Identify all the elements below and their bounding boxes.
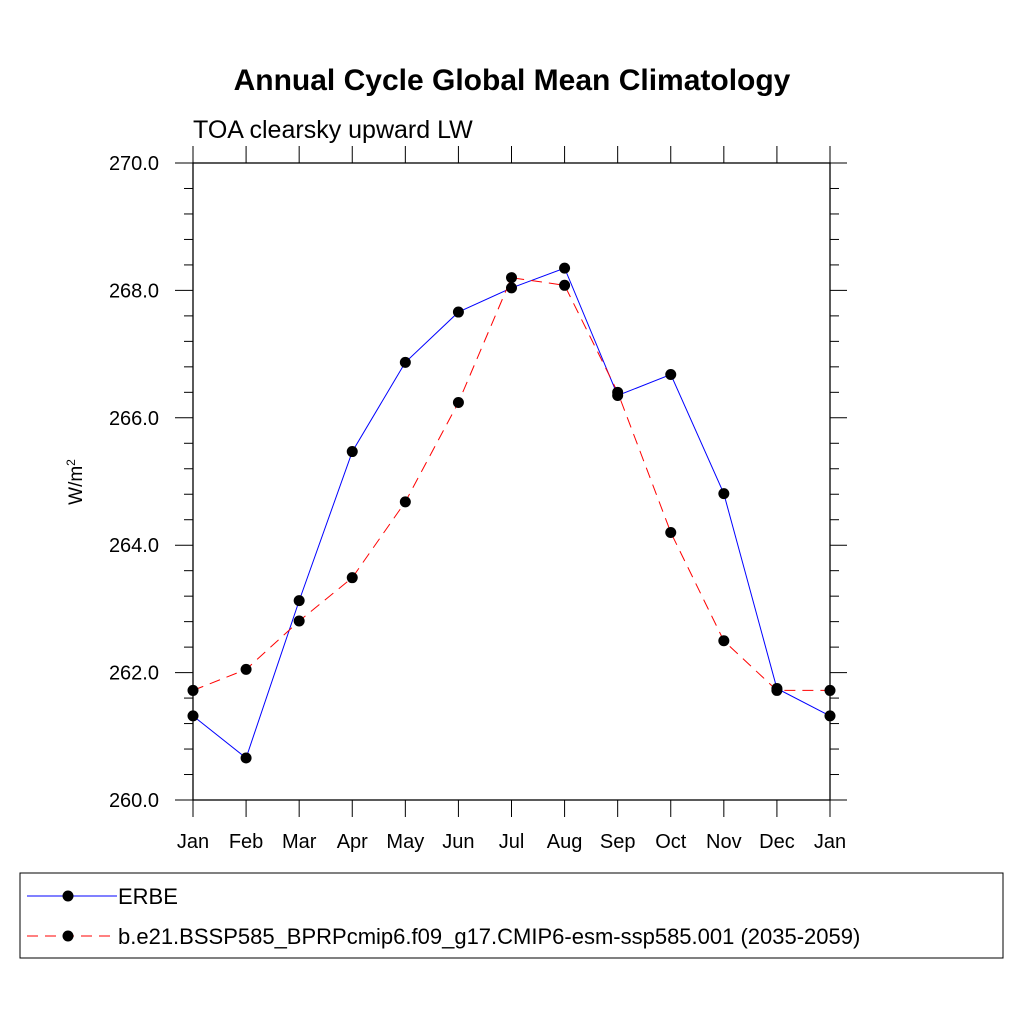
series-1-point <box>506 282 517 294</box>
svg-text:W/m2: W/m2 <box>64 459 87 505</box>
y-tick-label: 260.0 <box>109 790 159 812</box>
tick-labels: 260.0 262.0 264.0 266.0 268.0 270.0 Jan Feb Mar A… <box>109 153 846 853</box>
series-2-point <box>612 386 624 398</box>
series-2-point <box>293 615 305 627</box>
series-2-point <box>718 635 730 647</box>
legend-item-2: b.e21.BSSP585_BPRPcmip6.f09_g17.CMIP6-es… <box>27 924 860 949</box>
series-1-point <box>346 446 358 458</box>
series-line-2 <box>192 277 830 691</box>
x-tick-label: Aug <box>547 831 583 853</box>
series-1-point <box>240 752 252 764</box>
series-1-point <box>718 488 730 500</box>
series-2-point <box>452 397 464 409</box>
x-tick-label: Jun <box>442 831 474 853</box>
x-tick-label: Sep <box>600 831 636 853</box>
x-tick-label: May <box>386 831 424 853</box>
legend-marker-2 <box>62 930 74 942</box>
series-1-point <box>293 595 305 607</box>
x-tick-label: Mar <box>282 831 317 853</box>
x-tick-label: Jan <box>814 831 846 853</box>
series-1-point <box>559 262 571 274</box>
x-tick-label: Jul <box>499 831 525 853</box>
series-2-point <box>399 496 411 508</box>
legend-item-1: ERBE <box>27 884 178 909</box>
y-tick-label: 262.0 <box>109 663 159 685</box>
series-2-point <box>346 572 358 584</box>
series-line-1 <box>192 267 831 759</box>
legend-label-2: b.e21.BSSP585_BPRPcmip6.f09_g17.CMIP6-es… <box>118 924 860 949</box>
x-tick-label: Jan <box>177 831 209 853</box>
x-tick-label: Oct <box>655 831 687 853</box>
legend: ERBE b.e21.BSSP585_BPRPcmip6.f09_g17.CMI… <box>19 872 1004 959</box>
y-tick-label: 268.0 <box>109 280 159 302</box>
series-2-point <box>771 684 783 696</box>
x-tick-label: Dec <box>759 831 795 853</box>
series-1-point <box>665 368 677 380</box>
y-tick-label: 266.0 <box>109 408 159 430</box>
chart-title: Annual Cycle Global Mean Climatology <box>234 64 791 97</box>
y-tick-label: 270.0 <box>109 153 159 175</box>
y-axis-label: W/m2 <box>64 459 87 505</box>
chart-subtitle: TOA clearsky upward LW <box>193 116 473 144</box>
y-tick-label: 264.0 <box>109 535 159 557</box>
series-layer <box>187 262 836 764</box>
series-1-point <box>399 356 411 368</box>
series-1-point <box>452 306 464 318</box>
y-axis-label-superscript: 2 <box>64 459 78 466</box>
legend-marker-1 <box>62 890 74 902</box>
legend-label-1: ERBE <box>118 884 178 909</box>
plot-frame <box>192 162 831 801</box>
series-2-point <box>665 526 677 538</box>
series-2-point <box>506 272 517 284</box>
x-tick-label: Nov <box>706 831 742 853</box>
series-2-point <box>559 279 571 291</box>
axis-ticks <box>175 146 847 817</box>
legend-box <box>19 872 1004 959</box>
y-axis-label-text: W/m <box>66 466 87 505</box>
x-tick-label: Feb <box>229 831 263 853</box>
x-tick-label: Apr <box>337 831 368 853</box>
series-2-point <box>240 663 252 675</box>
